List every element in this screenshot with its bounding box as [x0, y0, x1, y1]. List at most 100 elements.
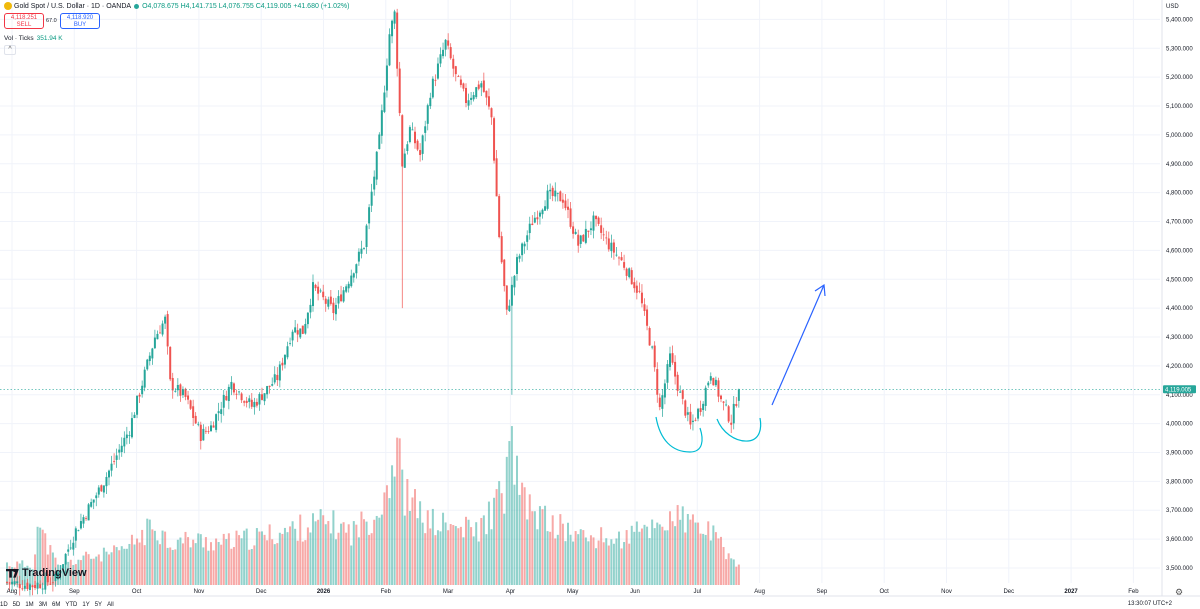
timeframe-5y[interactable]: 5Y	[94, 602, 103, 608]
candle-body	[355, 264, 358, 274]
candle-body	[638, 290, 641, 292]
volume-bar	[676, 505, 679, 585]
candle-body	[263, 393, 266, 402]
candle-body	[115, 455, 118, 460]
volume-bar	[559, 514, 562, 585]
timeframe-3m[interactable]: 3M	[38, 602, 48, 608]
buy-button[interactable]: 4,118.920 BUY	[60, 13, 100, 29]
volume-bar	[263, 534, 266, 585]
volume-bar	[301, 541, 304, 585]
candle-body	[232, 383, 235, 393]
drawings[interactable]	[655, 283, 826, 453]
volume-bar	[202, 547, 205, 585]
x-tick-label: Oct	[880, 589, 890, 595]
volume-bar	[365, 521, 368, 585]
volume-bar	[679, 519, 682, 585]
candle-body	[556, 192, 559, 194]
volume-bar	[314, 521, 317, 585]
candle-body	[477, 84, 480, 89]
timeframe-1y[interactable]: 1Y	[82, 602, 90, 608]
candle-body	[319, 290, 322, 292]
timeframe-1m[interactable]: 1M	[25, 602, 34, 608]
volume-bar	[146, 518, 149, 585]
symbol-legend[interactable]: Gold Spot / U.S. Dollar · 1D · OANDA O4,0…	[4, 2, 349, 10]
candle-body	[220, 409, 223, 415]
volume-bar	[674, 526, 677, 585]
volume-bar	[712, 525, 715, 585]
candle-body	[345, 286, 348, 292]
candle-body	[41, 588, 44, 590]
settings-gear-icon[interactable]: ⚙	[1175, 587, 1184, 597]
timeframe-6m[interactable]: 6M	[52, 602, 61, 608]
timeframe-1d[interactable]: 1D	[0, 602, 8, 608]
candle-body	[332, 302, 335, 314]
y-tick-label: 3,800.000	[1166, 479, 1193, 485]
candle-body	[447, 40, 450, 46]
volume-bar	[633, 531, 636, 585]
candle-body	[444, 39, 447, 50]
market-open-dot-icon	[134, 3, 140, 9]
candle-body	[628, 268, 631, 278]
volume-bar	[115, 547, 118, 585]
y-tick-label: 3,600.000	[1166, 537, 1193, 543]
annotation-arrow[interactable]	[771, 284, 825, 406]
candle-body	[294, 327, 297, 333]
volume-bar	[373, 519, 376, 585]
annotation-curve-right[interactable]	[716, 417, 762, 442]
volume-bar	[475, 522, 478, 585]
volume-legend[interactable]: Vol · Ticks 351.94 K	[4, 35, 63, 42]
volume-bar	[638, 531, 641, 585]
timeframe-all[interactable]: All	[107, 602, 114, 608]
candle-body	[475, 87, 478, 98]
clock[interactable]: 13:30:07 UTC+2	[1127, 601, 1172, 607]
candle-body	[610, 242, 613, 252]
candle-body	[215, 414, 218, 430]
candle-body	[18, 583, 21, 589]
collapse-legend-button[interactable]: ^	[4, 45, 16, 55]
candle-body	[699, 408, 702, 412]
candle-body	[607, 238, 610, 250]
sell-button[interactable]: 4,118.251 SELL	[4, 13, 44, 29]
volume-bar	[556, 534, 559, 585]
volume-bar	[281, 533, 284, 585]
volume-bar	[85, 551, 88, 585]
candle-body	[605, 237, 608, 239]
volume-bar	[230, 548, 233, 585]
volume-bar	[408, 510, 411, 585]
annotation-curve-left[interactable]	[655, 416, 703, 453]
volume-bar	[92, 558, 95, 585]
volume-bar	[533, 511, 536, 585]
volume-bar	[138, 542, 141, 585]
currency-label[interactable]: USD	[1166, 4, 1179, 10]
volume-bar	[737, 564, 740, 585]
volume-bar	[357, 537, 360, 585]
volume-bar	[69, 559, 72, 585]
volume-bar	[635, 521, 638, 585]
candle-body	[6, 582, 8, 583]
candle-body	[350, 275, 353, 287]
x-tick-label: Sep	[817, 589, 828, 595]
volume-bar	[169, 547, 172, 585]
timeframe-ytd[interactable]: YTD	[65, 602, 78, 608]
volume-bar	[100, 561, 103, 585]
volume-bar	[625, 530, 628, 585]
candle-body	[669, 353, 671, 367]
volume-bar	[401, 469, 404, 585]
y-tick-label: 5,100.000	[1166, 104, 1193, 110]
volume-bar	[199, 534, 202, 585]
volume-bar	[345, 532, 348, 585]
candle-body	[370, 191, 373, 206]
volume-bar	[567, 522, 569, 585]
last-price-badge	[1163, 385, 1196, 394]
timeframe-5d[interactable]: 5D	[12, 602, 21, 608]
candle-body	[363, 247, 365, 249]
price-axis-bg[interactable]	[1162, 0, 1200, 609]
candle-body	[123, 437, 126, 447]
volume-bar	[434, 535, 437, 585]
volume-bar	[161, 530, 164, 585]
candle-body	[136, 395, 139, 415]
volume-bar	[347, 524, 350, 585]
candle-body	[304, 323, 307, 334]
candle-body	[23, 585, 26, 589]
